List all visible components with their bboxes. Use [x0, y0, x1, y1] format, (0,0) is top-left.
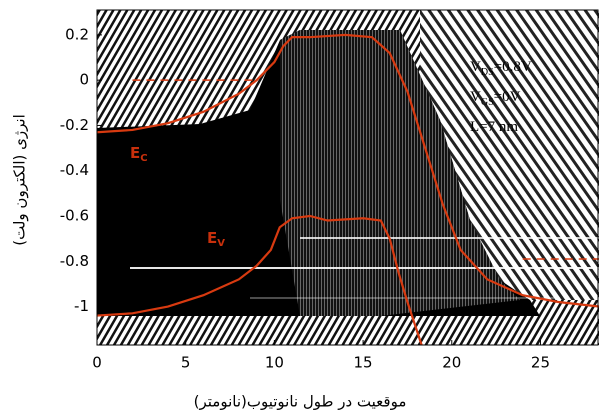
annotation: EV — [207, 229, 225, 250]
y-tick-label: 0.2 — [65, 25, 89, 43]
annotation-part: =0V — [494, 89, 521, 105]
annotation-part: L=7 nm — [470, 119, 518, 135]
y-tick-label: -0.2 — [60, 116, 89, 134]
x-tick-label: 15 — [354, 354, 373, 372]
x-axis-label: موقعیت در طول نانوتیوب(نانومتر) — [194, 393, 407, 411]
plot-frame — [96, 9, 599, 346]
annotation: L=7 nm — [470, 119, 518, 135]
x-tick-label: 5 — [181, 354, 191, 372]
annotation-part: V — [217, 238, 225, 249]
annotation-part: V — [470, 89, 481, 105]
y-tick-label: -1 — [74, 297, 89, 315]
annotation: VDS=0.8V — [470, 59, 532, 78]
annotation-part: E — [130, 144, 140, 162]
annotation-part: E — [207, 229, 217, 247]
annotation-part: GS — [481, 97, 494, 108]
x-tick-label: 25 — [531, 354, 550, 372]
band-edge — [96, 33, 599, 308]
annotation-part: DS — [481, 67, 494, 78]
y-axis-label: انرژی (الکترون ولت) — [11, 114, 29, 245]
y-tick-label: 0 — [79, 71, 89, 89]
annotation: EC — [130, 144, 148, 165]
y-tick-label: -0.6 — [60, 206, 89, 224]
annotation: VGS=0V — [470, 89, 521, 108]
x-tick-label: 20 — [442, 354, 461, 372]
band-edge — [96, 214, 423, 346]
annotation-part: C — [140, 153, 147, 164]
x-tick-label: 10 — [265, 354, 284, 372]
annotation-part: V — [470, 59, 481, 75]
x-tick-label: 0 — [92, 354, 102, 372]
y-tick-label: -0.4 — [60, 161, 89, 179]
annotation-part: =0.8V — [494, 59, 532, 75]
y-tick-label: -0.8 — [60, 252, 89, 270]
plot-background — [97, 10, 599, 345]
